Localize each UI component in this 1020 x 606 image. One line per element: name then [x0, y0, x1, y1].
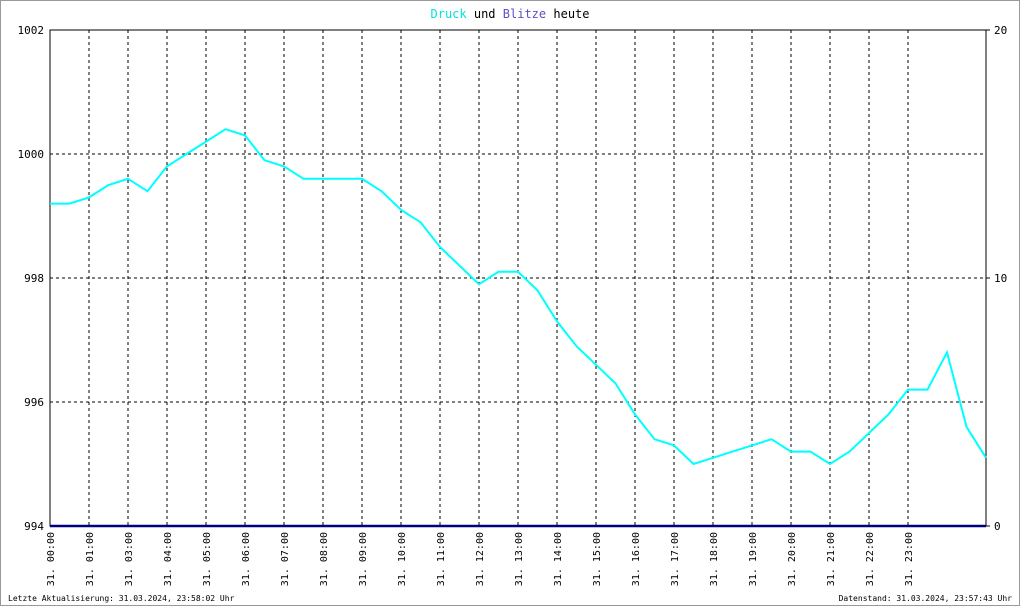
- x-tick-label: 31. 10:00: [397, 532, 408, 586]
- x-tick-label: 31. 18:00: [709, 532, 720, 586]
- x-tick-label: 31. 03:00: [124, 532, 135, 586]
- title-word: und: [474, 7, 496, 21]
- x-tick-label: 31. 06:00: [241, 532, 252, 586]
- x-tick-label: 31. 13:00: [514, 532, 525, 586]
- y-tick-label: 1000: [18, 148, 45, 161]
- x-tick-label: 31. 20:00: [787, 532, 798, 586]
- x-tick-label: 31. 15:00: [592, 532, 603, 586]
- x-tick-label: 31. 23:00: [904, 532, 915, 586]
- x-tick-label: 31. 09:00: [358, 532, 369, 586]
- series-line: [50, 128, 987, 466]
- x-tick-label: 31. 07:00: [280, 532, 291, 586]
- x-tick-label: 31. 00:00: [46, 532, 57, 586]
- x-tick-label: 31. 12:00: [475, 532, 486, 586]
- y-tick-label: 996: [24, 396, 44, 409]
- x-tick-label: 31. 17:00: [670, 532, 681, 586]
- x-tick-label: 31. 22:00: [865, 532, 876, 586]
- title-series: Blitze: [503, 7, 546, 21]
- x-tick-label: 31. 19:00: [748, 532, 759, 586]
- y2-tick-label: 10: [994, 272, 1007, 285]
- title-series: Druck: [431, 7, 468, 21]
- x-tick-label: 31. 01:00: [85, 532, 96, 586]
- x-tick-label: 31. 04:00: [163, 532, 174, 586]
- y2-tick-label: 20: [994, 24, 1007, 37]
- chart-title: Druck und Blitze heute: [431, 7, 590, 21]
- y-tick-label: 1002: [18, 24, 45, 37]
- footer-right: Datenstand: 31.03.2024, 23:57:43 Uhr: [839, 594, 1013, 603]
- x-tick-label: 31. 14:00: [553, 532, 564, 586]
- y2-tick-label: 0: [994, 520, 1001, 533]
- x-tick-label: 31. 16:00: [631, 532, 642, 586]
- title-word: heute: [553, 7, 589, 21]
- x-tick-label: 31. 05:00: [202, 532, 213, 586]
- x-tick-label: 31. 11:00: [436, 532, 447, 586]
- y-tick-label: 994: [24, 520, 44, 533]
- footer-left: Letzte Aktualisierung: 31.03.2024, 23:58…: [8, 594, 235, 603]
- x-tick-label: 31. 08:00: [319, 532, 330, 586]
- x-tick-label: 31. 21:00: [826, 532, 837, 586]
- y-tick-label: 998: [24, 272, 44, 285]
